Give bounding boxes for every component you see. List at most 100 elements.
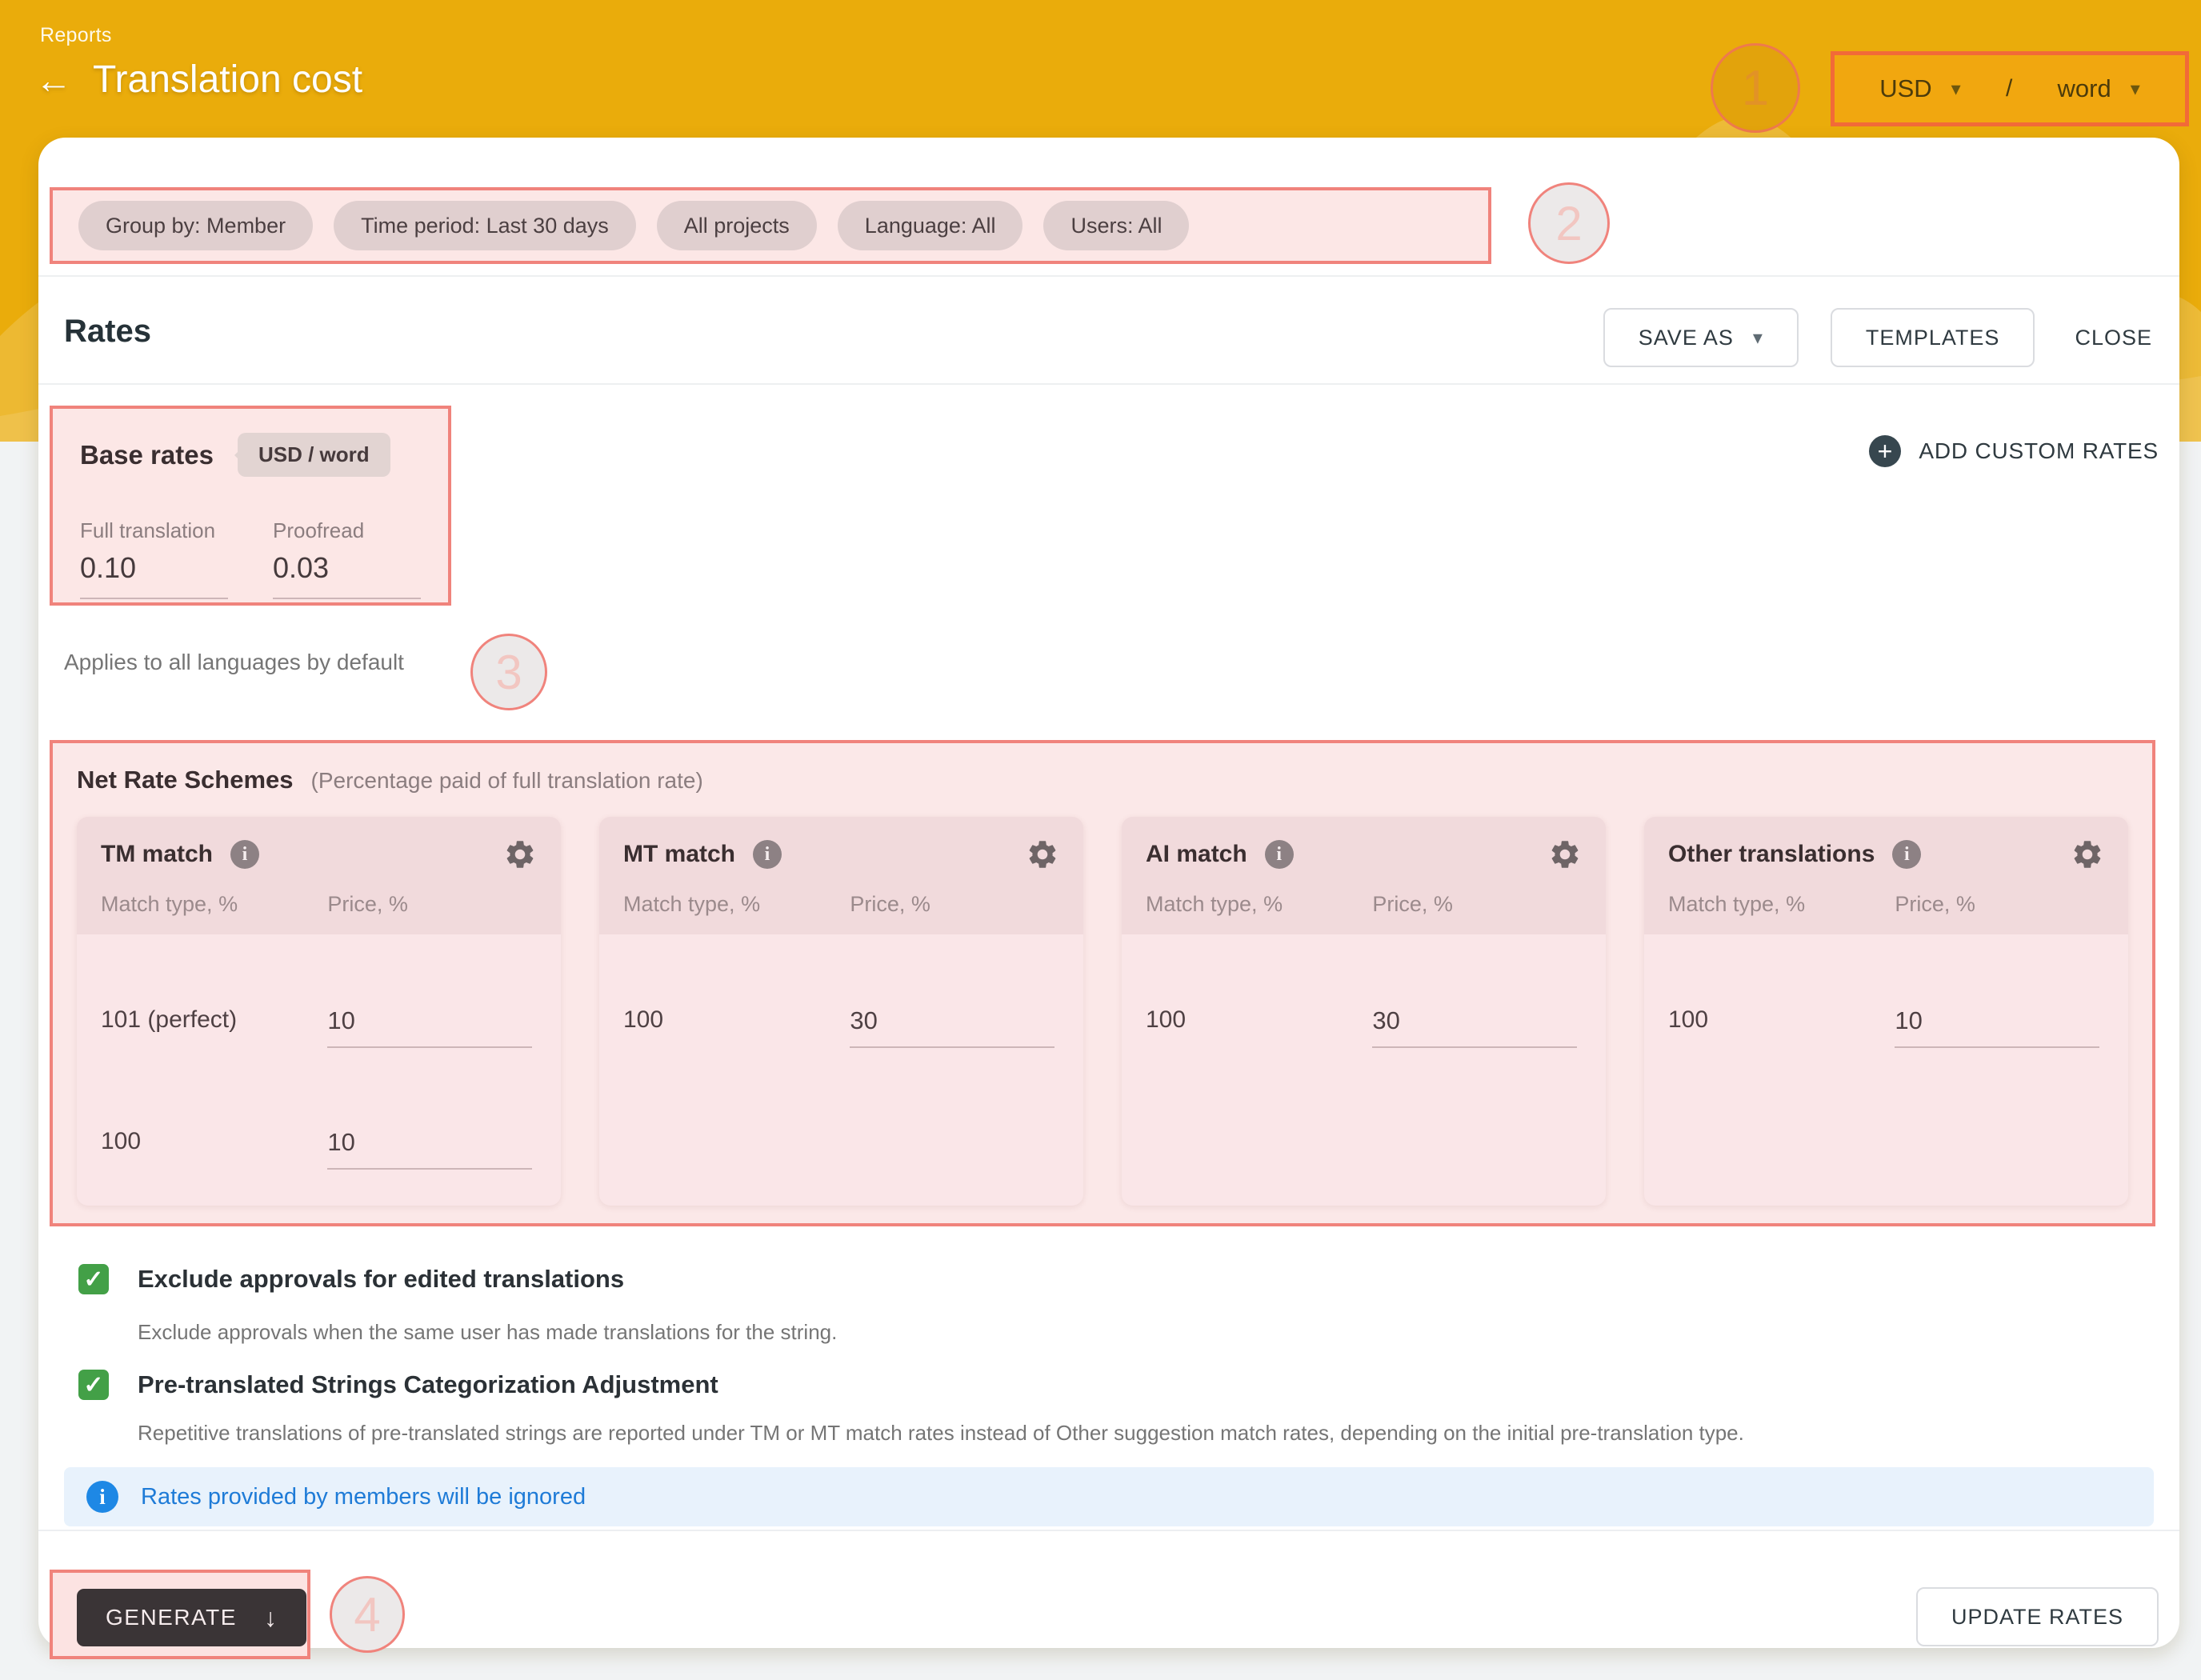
net-rate-card-ai-match: AI match i Match type, % Price, % 100 30 (1122, 817, 1606, 1206)
net-rate-card-body: 100 30 (599, 934, 1083, 1061)
match-type-column-header: Match type, % (1146, 892, 1283, 916)
filter-chip[interactable]: Users: All (1043, 201, 1190, 250)
option-label: Exclude approvals for edited translation… (138, 1265, 625, 1293)
option-exclude-approvals: ✓ Exclude approvals for edited translati… (78, 1264, 624, 1294)
full-translation-field: Full translation 0.10 (80, 518, 228, 599)
info-icon[interactable]: i (230, 840, 260, 869)
net-rate-card-title: TM match (101, 841, 214, 867)
applies-note: Applies to all languages by default (64, 650, 404, 674)
net-rate-schemes-section: Net Rate Schemes (Percentage paid of ful… (50, 740, 2155, 1226)
currency-select[interactable]: USD ▾ (1879, 74, 1961, 103)
exclude-approvals-checkbox[interactable]: ✓ (78, 1264, 109, 1294)
generate-highlight-box: GENERATE ↓ (50, 1570, 310, 1659)
close-button[interactable]: CLOSE (2075, 325, 2152, 350)
add-custom-rates-button[interactable]: + ADD CUSTOM RATES (1869, 435, 2159, 467)
match-type-column-header: Match type, % (623, 892, 761, 916)
gear-icon[interactable] (503, 838, 537, 871)
filter-chip[interactable]: Language: All (837, 201, 1023, 250)
price-input[interactable]: 10 (327, 1006, 532, 1048)
filter-chip[interactable]: Time period: Last 30 days (334, 201, 636, 250)
gear-icon[interactable] (2071, 838, 2104, 871)
info-icon[interactable]: i (1892, 840, 1922, 869)
back-arrow-icon[interactable]: ← (35, 58, 72, 101)
full-translation-label: Full translation (80, 518, 216, 542)
net-rate-card-header: AI match i Match type, % Price, % (1122, 817, 1606, 934)
proofread-label: Proofread (273, 518, 365, 542)
net-rate-card-header: Other translations i Match type, % Price, % (1644, 817, 2128, 934)
base-rates-title: Base rates (80, 439, 214, 470)
filter-chip[interactable]: All projects (656, 201, 817, 250)
price-column-header: Price, % (1372, 892, 1453, 916)
net-rate-row: 100 30 (1146, 939, 1582, 1061)
net-rate-card-title: Other translations (1668, 841, 1875, 867)
currency-value: USD (1879, 74, 1932, 102)
proofread-field: Proofread 0.03 (273, 518, 421, 599)
price-column-header: Price, % (850, 892, 930, 916)
price-input[interactable]: 10 (327, 1128, 532, 1170)
info-icon[interactable]: i (1264, 840, 1294, 869)
info-banner-text: Rates provided by members will be ignore… (141, 1483, 586, 1510)
rates-actions: SAVE AS ▾ TEMPLATES CLOSE (1603, 307, 2160, 368)
add-custom-rates-label: ADD CUSTOM RATES (1919, 438, 2159, 463)
pretranslated-adjustment-checkbox[interactable]: ✓ (78, 1370, 109, 1400)
info-icon[interactable]: i (753, 840, 782, 869)
net-rate-scheme-cards: TM match i Match type, % Price, % 101 (perfe… (77, 817, 2128, 1206)
proofread-input[interactable]: 0.03 (273, 551, 421, 599)
chevron-down-icon: ▾ (2130, 78, 2140, 100)
base-rates-highlight-box: Base rates USD / word Full translation 0… (50, 406, 451, 606)
net-rate-card-body: 100 10 (1644, 934, 2128, 1061)
unit-value: word (2057, 74, 2111, 102)
filters-highlight-box: Group by: Member Time period: Last 30 day… (50, 187, 1491, 264)
net-rate-card-title: AI match (1146, 841, 1247, 867)
report-settings-card: Group by: Member Time period: Last 30 day… (38, 138, 2179, 1659)
option-pretranslated-adjustment: ✓ Pre-translated Strings Categorization … (78, 1370, 718, 1400)
chevron-down-icon: ▾ (1951, 78, 1961, 100)
base-rates-unit-badge: USD / word (234, 433, 390, 477)
match-type-value: 100 (623, 1006, 664, 1033)
net-rate-row: 101 (perfect) 10 (101, 939, 537, 1061)
update-rates-button[interactable]: UPDATE RATES (1915, 1587, 2159, 1646)
net-rate-schemes-subtitle: (Percentage paid of full translation rat… (310, 768, 703, 793)
currency-unit-selector: USD ▾ / word ▾ (1831, 51, 2189, 126)
plus-icon: + (1869, 435, 1902, 467)
net-rate-card-other-translations: Other translations i Match type, % Price, %… (1644, 817, 2128, 1206)
option-description: Exclude approvals when the same user has… (138, 1320, 838, 1344)
net-rate-card-tm-match: TM match i Match type, % Price, % 101 (perfe… (77, 817, 561, 1206)
net-rate-card-mt-match: MT match i Match type, % Price, % 100 30 (599, 817, 1083, 1206)
price-input[interactable]: 30 (1372, 1006, 1577, 1048)
info-banner: i Rates provided by members will be igno… (64, 1467, 2154, 1526)
rates-section-title: Rates (64, 314, 151, 349)
unit-select[interactable]: word ▾ (2058, 74, 2140, 103)
match-type-value: 100 (101, 1128, 142, 1154)
gear-icon[interactable] (1548, 838, 1582, 871)
generate-button[interactable]: GENERATE ↓ (77, 1589, 307, 1646)
gear-icon[interactable] (1026, 838, 1059, 871)
user-avatar[interactable]: 1 (1711, 43, 1800, 133)
net-rate-card-header: MT match i Match type, % Price, % (599, 817, 1083, 934)
divider (38, 1530, 2179, 1531)
net-rate-schemes-title: Net Rate Schemes (77, 766, 294, 794)
filter-chip[interactable]: Group by: Member (78, 201, 314, 250)
page-title: Translation cost (93, 58, 363, 101)
breadcrumb[interactable]: Reports (40, 24, 112, 46)
divider (38, 383, 2179, 385)
net-rate-row: 100 10 (1668, 939, 2104, 1061)
option-description: Repetitive translations of pre-translate… (138, 1421, 1744, 1445)
match-type-column-header: Match type, % (1668, 892, 1806, 916)
match-type-value: 100 (1668, 1006, 1709, 1033)
price-input[interactable]: 30 (850, 1006, 1054, 1048)
price-column-header: Price, % (327, 892, 408, 916)
option-label: Pre-translated Strings Categorization Ad… (138, 1370, 718, 1398)
save-as-button[interactable]: SAVE AS ▾ (1603, 308, 1799, 367)
divider (38, 275, 2179, 277)
full-translation-input[interactable]: 0.10 (80, 551, 228, 599)
chevron-down-icon: ▾ (1752, 326, 1763, 349)
price-input[interactable]: 10 (1895, 1006, 2099, 1048)
net-rate-row: 100 10 (101, 1061, 537, 1182)
price-column-header: Price, % (1895, 892, 1975, 916)
info-icon: i (86, 1481, 118, 1513)
annotation-2: 2 (1528, 182, 1610, 264)
match-type-value: 101 (perfect) (101, 1006, 238, 1033)
match-type-value: 100 (1146, 1006, 1187, 1033)
templates-button[interactable]: TEMPLATES (1830, 308, 2035, 367)
